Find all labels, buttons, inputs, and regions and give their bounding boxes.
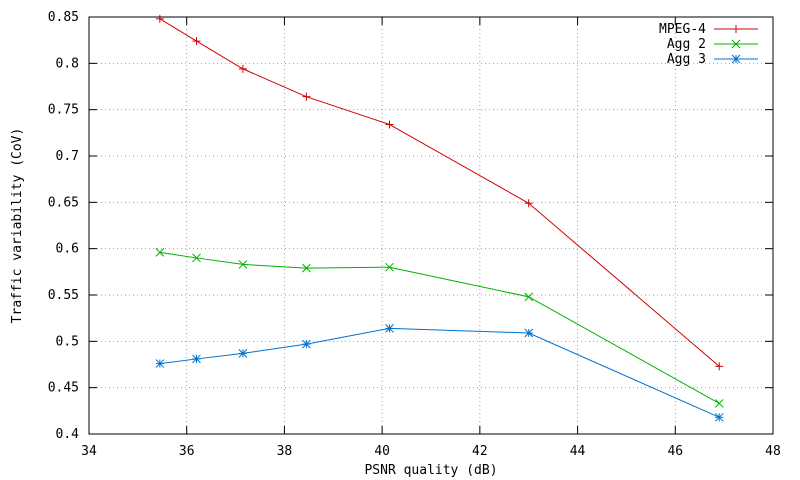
data-point xyxy=(302,263,311,273)
series-agg-2 xyxy=(155,248,724,408)
data-point xyxy=(155,359,165,368)
grid xyxy=(89,17,773,434)
data-point xyxy=(192,37,201,46)
x-tick-label: 40 xyxy=(374,444,390,459)
x-tick-label: 34 xyxy=(81,444,97,459)
data-point xyxy=(714,399,724,408)
x-tick-label: 46 xyxy=(667,444,683,459)
data-point xyxy=(731,54,741,64)
data-point xyxy=(302,92,311,101)
data-point xyxy=(385,120,394,129)
legend-label: Agg 2 xyxy=(667,37,706,52)
plot-frame xyxy=(88,16,774,435)
data-point xyxy=(192,354,201,364)
y-tick-label: 0.5 xyxy=(56,334,79,349)
y-tick-label: 0.45 xyxy=(48,381,79,396)
data-point xyxy=(238,64,247,73)
data-point xyxy=(385,262,394,272)
data-point xyxy=(732,25,740,33)
x-tick-label: 38 xyxy=(277,444,293,459)
legend-item: Agg 2 xyxy=(667,37,758,52)
series-line xyxy=(159,251,720,404)
y-tick-label: 0.55 xyxy=(48,288,79,303)
data-point xyxy=(155,248,165,257)
data-point xyxy=(714,412,724,422)
data-point xyxy=(524,199,533,208)
series-line xyxy=(159,327,720,418)
series-agg-3 xyxy=(155,324,724,422)
data-point xyxy=(731,39,741,49)
data-point xyxy=(238,349,248,358)
legend-label: Agg 3 xyxy=(667,52,706,67)
data-point xyxy=(524,292,534,302)
legend-label: MPEG-4 xyxy=(659,22,706,37)
data-point xyxy=(302,339,311,349)
axis-ticks: 0.4 0.45 0.5 0.55 0.6 0.65 0.7 0.75 0.8 0.85 34 36 3… xyxy=(48,10,781,459)
y-tick-label: 0.65 xyxy=(48,195,79,210)
legend-item: Agg 3 xyxy=(667,52,758,67)
y-tick-label: 0.7 xyxy=(56,149,79,164)
legend-item: MPEG-4 xyxy=(659,22,758,37)
data-point xyxy=(155,14,164,23)
y-tick-label: 0.85 xyxy=(48,10,79,25)
y-tick-label: 0.8 xyxy=(56,56,79,71)
x-tick-label: 44 xyxy=(570,444,586,459)
data-point xyxy=(238,260,248,269)
y-tick-label: 0.6 xyxy=(56,242,79,257)
data-point xyxy=(192,253,201,263)
series-mpeg-4 xyxy=(155,14,724,371)
y-axis-label: Traffic variability (CoV) xyxy=(10,128,25,324)
x-tick-label: 48 xyxy=(765,444,781,459)
data-point xyxy=(385,324,394,333)
y-tick-label: 0.4 xyxy=(56,427,80,442)
series-group xyxy=(155,14,724,422)
data-point xyxy=(715,362,724,371)
x-tick-label: 42 xyxy=(472,444,488,459)
series-line xyxy=(159,18,720,367)
y-tick-label: 0.75 xyxy=(48,103,79,118)
x-axis-label: PSNR quality (dB) xyxy=(364,463,497,478)
x-tick-label: 36 xyxy=(179,444,195,459)
data-point xyxy=(524,328,534,338)
